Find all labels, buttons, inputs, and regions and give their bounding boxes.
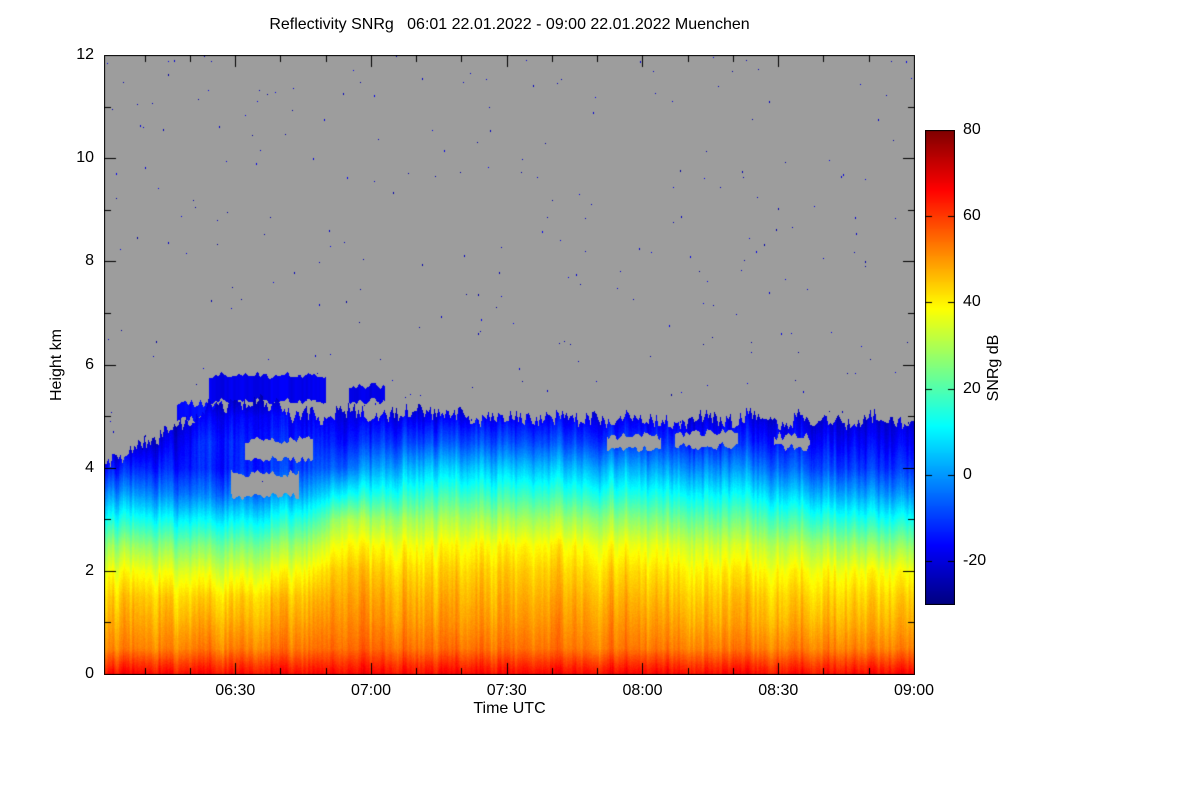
y-tick-label: 6 bbox=[85, 355, 94, 373]
chart-title: Reflectivity SNRg 06:01 22.01.2022 - 09:… bbox=[269, 16, 750, 33]
x-tick-label: 06:30 bbox=[215, 682, 256, 699]
y-tick-label: 0 bbox=[85, 665, 94, 682]
x-tick-label: 07:30 bbox=[486, 682, 527, 699]
y-tick-label: 10 bbox=[76, 149, 94, 167]
colorbar-tick-label: 0 bbox=[963, 465, 972, 483]
y-tick-label: 12 bbox=[76, 46, 94, 63]
colorbar bbox=[925, 130, 955, 605]
x-tick-label: 09:00 bbox=[893, 682, 935, 699]
x-axis-label: Time UTC bbox=[473, 700, 546, 717]
x-tick-label: 08:30 bbox=[758, 682, 799, 699]
heatmap-plot bbox=[104, 55, 915, 675]
x-tick-label: 07:00 bbox=[350, 682, 391, 699]
colorbar-tick-label: -20 bbox=[963, 551, 987, 569]
x-tick-label: 08:00 bbox=[622, 682, 663, 699]
colorbar-tick-label: 20 bbox=[963, 379, 981, 397]
colorbar-tick-label: 80 bbox=[963, 121, 981, 138]
y-tick-label: 4 bbox=[85, 458, 94, 476]
y-tick-label: 2 bbox=[85, 561, 94, 579]
colorbar-tick-label: 60 bbox=[963, 207, 981, 225]
y-tick-label: 8 bbox=[85, 252, 94, 270]
colorbar-tick-label: 40 bbox=[963, 293, 981, 311]
colorbar-label: SNRg dB bbox=[985, 334, 1002, 402]
